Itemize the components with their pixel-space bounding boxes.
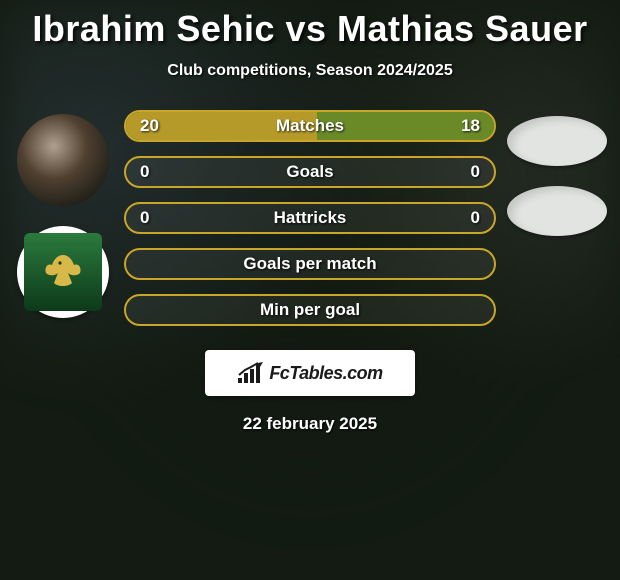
fctables-badge[interactable]: FcTables.com	[205, 350, 415, 396]
fctables-label: FcTables.com	[269, 363, 382, 384]
left-avatar-column	[8, 110, 118, 318]
club-shield	[24, 233, 102, 311]
stat-bar: Goals per match	[124, 248, 496, 280]
stat-value-p2: 0	[471, 208, 480, 228]
eagle-icon	[38, 247, 88, 297]
stat-label: Matches	[276, 116, 344, 136]
right-avatar-column	[502, 110, 612, 236]
stat-bar: 0 Goals 0	[124, 156, 496, 188]
stat-value-p1: 0	[140, 162, 149, 182]
stat-bar: Min per goal	[124, 294, 496, 326]
player2-club-badge	[507, 186, 607, 236]
stat-label: Goals	[286, 162, 333, 182]
stats-column: 20 Matches 18 0 Goals 0 0 Hattricks 0 Goals per m…	[118, 110, 502, 326]
stat-label: Min per goal	[260, 300, 360, 320]
stat-value-p2: 0	[471, 162, 480, 182]
stat-value-p2: 18	[461, 116, 480, 136]
main-row: 20 Matches 18 0 Goals 0 0 Hattricks 0 Goals per m…	[0, 110, 620, 326]
stat-bar: 0 Hattricks 0	[124, 202, 496, 234]
stat-bar: 20 Matches 18	[124, 110, 496, 142]
player2-avatar	[507, 116, 607, 166]
stat-label: Hattricks	[274, 208, 347, 228]
player1-club-badge	[17, 226, 109, 318]
comparison-card: Ibrahim Sehic vs Mathias Sauer Club comp…	[0, 0, 620, 434]
stat-label: Goals per match	[243, 254, 376, 274]
date-label: 22 february 2025	[0, 414, 620, 434]
stat-value-p1: 20	[140, 116, 159, 136]
fctables-logo-icon	[237, 362, 265, 384]
stat-value-p1: 0	[140, 208, 149, 228]
page-subtitle: Club competitions, Season 2024/2025	[0, 62, 620, 80]
page-title: Ibrahim Sehic vs Mathias Sauer	[0, 8, 620, 50]
player1-avatar	[17, 114, 109, 206]
